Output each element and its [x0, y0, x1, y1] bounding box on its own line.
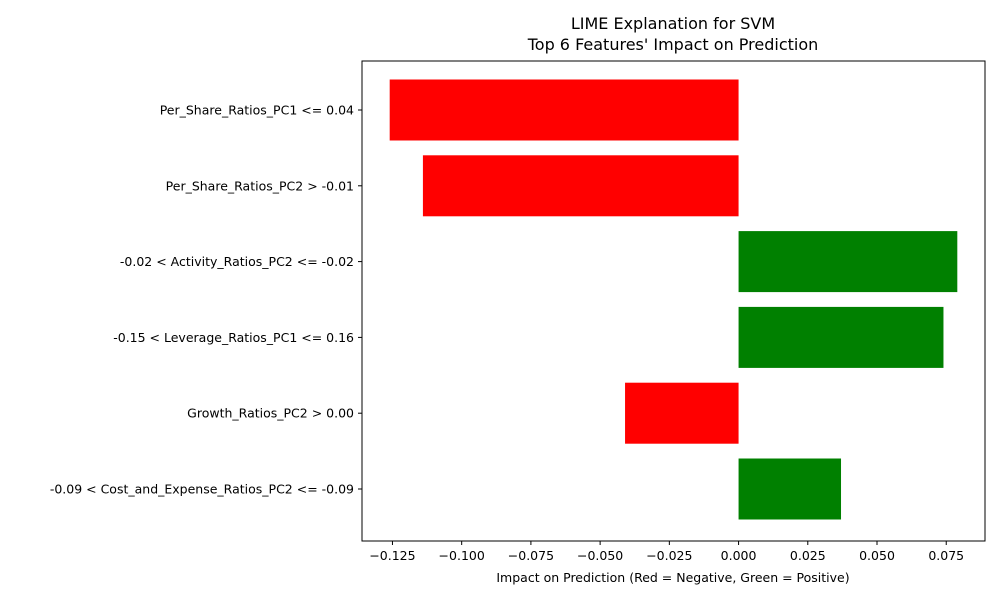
x-tick-label-7: 0.050: [859, 548, 895, 563]
y-tick-labels: Per_Share_Ratios_PC1 <= 0.04 Per_Share_Ra…: [50, 103, 362, 497]
x-tick-label-8: 0.075: [928, 548, 964, 563]
x-tick-label-5: 0.000: [721, 548, 757, 563]
x-tick-label-0: −0.125: [369, 548, 415, 563]
x-tick-label-3: −0.050: [577, 548, 623, 563]
chart-title-line2: Top 6 Features' Impact on Prediction: [527, 35, 819, 54]
x-tick-label-1: −0.100: [439, 548, 485, 563]
plot-frame: [361, 60, 986, 542]
bar-3: [738, 306, 944, 368]
x-tick-label-4: −0.025: [646, 548, 692, 563]
y-tick-label-1: Per_Share_Ratios_PC2 > -0.01: [166, 178, 354, 193]
y-tick-label-4: Growth_Ratios_PC2 > 0.00: [187, 406, 354, 421]
bar-5: [738, 458, 842, 520]
bar-0: [389, 79, 739, 141]
bars-group: [389, 79, 958, 520]
bar-2: [738, 231, 958, 293]
chart-title-line1: LIME Explanation for SVM: [571, 14, 775, 33]
bar-1: [422, 155, 739, 217]
y-tick-label-2: -0.02 < Activity_Ratios_PC2 <= -0.02: [120, 254, 354, 269]
y-tick-label-0: Per_Share_Ratios_PC1 <= 0.04: [160, 103, 354, 118]
x-axis-label: Impact on Prediction (Red = Negative, Gr…: [496, 570, 849, 585]
x-tick-label-2: −0.075: [508, 548, 554, 563]
bar-4: [625, 382, 739, 444]
y-tick-label-5: -0.09 < Cost_and_Expense_Ratios_PC2 <= -…: [50, 482, 354, 497]
y-tick-label-3: -0.15 < Leverage_Ratios_PC1 <= 0.16: [113, 330, 354, 345]
x-ticks: −0.125 −0.100 −0.075 −0.050 −0.025 0.000 0.025…: [369, 541, 964, 563]
x-tick-label-6: 0.025: [790, 548, 826, 563]
